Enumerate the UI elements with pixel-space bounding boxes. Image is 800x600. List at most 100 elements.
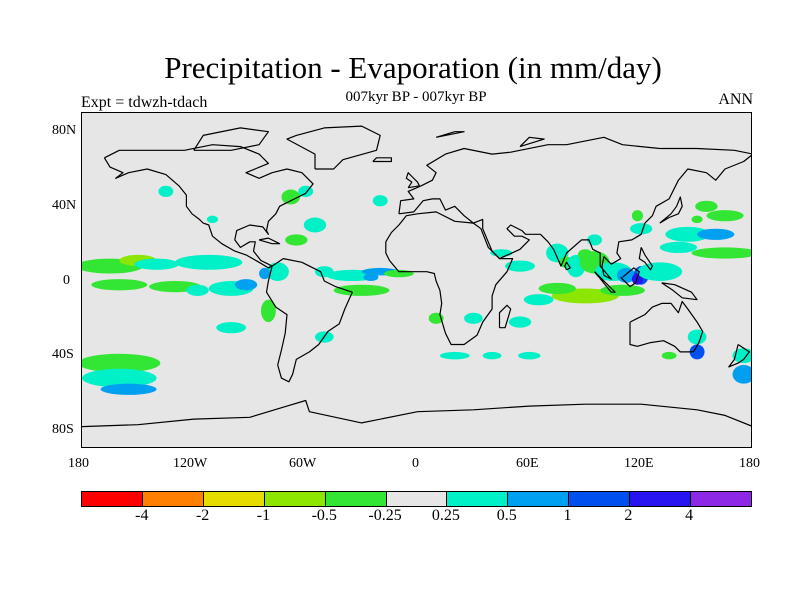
coastline	[661, 282, 698, 301]
field-contour-region	[439, 351, 470, 360]
coastline	[519, 136, 545, 148]
colorbar-label: 2	[624, 507, 633, 524]
colorbar-label: -2	[195, 507, 210, 524]
field-contour-region	[697, 228, 735, 240]
field-contour-region	[259, 267, 271, 280]
season-label: ANN	[718, 91, 753, 108]
lon-label-60e: 60E	[516, 456, 539, 471]
coastline	[103, 144, 314, 269]
field-contour-region	[691, 247, 751, 259]
field-contour-region	[691, 215, 703, 224]
field-contour-region	[100, 383, 157, 395]
map-panel	[81, 112, 752, 448]
colorbar-swatch	[386, 492, 448, 506]
coastline	[82, 399, 751, 428]
colorbar-swatch	[569, 492, 631, 506]
coastline	[638, 247, 654, 271]
field-contour-region	[687, 329, 707, 345]
field-contour-region	[508, 316, 532, 328]
map-canvas	[82, 125, 751, 428]
colorbar-swatch	[447, 492, 509, 506]
lat-label-40n: 40N	[52, 198, 77, 213]
field-contour-region	[629, 223, 653, 235]
lon-label-0: 0	[412, 456, 419, 471]
colorbar-label: -4	[135, 507, 149, 524]
coastline	[405, 172, 420, 189]
lat-label-80n: 80N	[52, 123, 77, 138]
field-contour-region	[505, 260, 535, 272]
field-contour-region	[91, 279, 148, 291]
coastline	[629, 300, 704, 353]
field-contour-region	[186, 284, 209, 296]
coastline	[620, 267, 640, 288]
colorbar-label: 1	[563, 507, 572, 524]
field-contour-region	[616, 267, 636, 283]
lat-label-40s: 40S	[52, 347, 74, 362]
field-contour-region	[518, 351, 541, 360]
coastline	[728, 343, 750, 368]
coastline	[659, 196, 683, 224]
field-contour-region	[285, 234, 308, 246]
coastline	[594, 271, 616, 293]
field-contour-region	[689, 344, 705, 360]
field-contour-region	[587, 234, 603, 246]
field-contour-region	[206, 215, 219, 224]
coastline	[498, 304, 512, 329]
field-contour-region	[216, 322, 247, 334]
lat-label-80s: 80S	[52, 422, 74, 437]
map-title: Precipitation - Evaporation (in mm/day)	[164, 50, 662, 85]
field-contour-region	[134, 258, 179, 270]
field-contour-region	[538, 282, 576, 295]
colorbar-label: -0.25	[368, 507, 402, 524]
field-contour-region	[695, 200, 718, 212]
field-contour-region	[158, 185, 174, 197]
colorbar-swatch	[325, 492, 387, 506]
field-contour-region	[577, 249, 593, 261]
colorbar-label: -0.5	[311, 507, 337, 524]
coastline	[564, 261, 571, 271]
coastlines	[82, 125, 751, 428]
field-contour-region	[464, 312, 483, 324]
field-contour-region	[732, 348, 751, 364]
coastline	[372, 157, 392, 163]
field-contour-region	[363, 273, 379, 281]
colorbar-label: -1	[256, 507, 271, 524]
colorbar-swatch	[203, 492, 265, 506]
colorbar-label: 4	[685, 507, 694, 524]
coastline	[258, 237, 281, 245]
field-contour-region	[175, 254, 243, 270]
coastline	[193, 127, 269, 151]
colorbar-swatch	[264, 492, 326, 506]
field-contour-region	[260, 299, 276, 323]
colorbar-swatch	[508, 492, 570, 506]
lon-label-120e: 120E	[624, 456, 654, 471]
field-contour-region	[706, 210, 744, 222]
colorbar-swatch	[142, 492, 204, 506]
lon-label-180w: 180	[68, 456, 89, 471]
field-contour-region	[303, 217, 327, 233]
colorbar-swatch	[691, 492, 751, 506]
lat-label-0: 0	[63, 273, 70, 288]
lon-label-60w: 60W	[289, 456, 317, 471]
field-contour-region	[82, 353, 161, 373]
field-contour-region	[372, 195, 388, 207]
map-subtitle: 007kyr BP - 007kyr BP	[345, 89, 487, 105]
field-contour-region	[333, 284, 390, 296]
field-contour-region	[631, 210, 644, 222]
colorbar-label: 0.5	[496, 507, 517, 524]
coastline	[286, 125, 381, 170]
lon-label-180e: 180	[739, 456, 760, 471]
lon-label-120w: 120W	[173, 456, 208, 471]
field-contour-region	[523, 294, 554, 306]
colorbar-swatch	[630, 492, 692, 506]
coastline	[265, 258, 353, 383]
field-contours	[82, 185, 751, 395]
field-contour-region	[281, 189, 301, 205]
field-contour-region	[482, 351, 502, 360]
experiment-label: Expt = tdwzh-tdach	[81, 94, 208, 111]
field-contour-region	[661, 351, 677, 360]
colorbar-swatch	[82, 492, 143, 506]
colorbar	[81, 491, 752, 507]
field-contour-region	[234, 279, 258, 291]
field-contour-region	[665, 226, 711, 242]
